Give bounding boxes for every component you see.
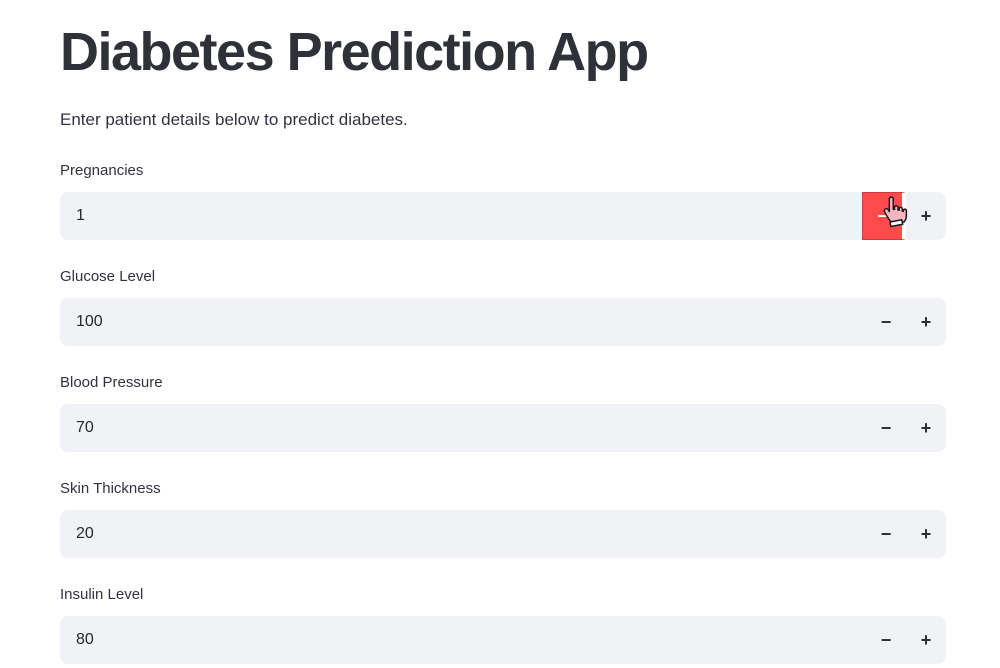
step-down-button[interactable]: − bbox=[866, 298, 906, 346]
field-label: Pregnancies bbox=[60, 162, 144, 179]
number-input: 100 − + bbox=[60, 298, 946, 346]
field-label: Blood Pressure bbox=[60, 374, 163, 391]
number-input: 20 − + bbox=[60, 510, 946, 558]
number-input-value[interactable]: 20 bbox=[76, 525, 94, 542]
number-input-field: Pregnancies 1 − + bbox=[60, 162, 946, 240]
step-down-button[interactable]: − bbox=[866, 616, 906, 664]
step-up-button[interactable]: + bbox=[906, 298, 946, 346]
number-input-field: Blood Pressure 70 − + bbox=[60, 374, 946, 452]
step-up-button[interactable]: + bbox=[906, 510, 946, 558]
number-input-field: Insulin Level 80 − + bbox=[60, 586, 946, 664]
step-up-button[interactable]: + bbox=[906, 192, 946, 240]
step-up-button[interactable]: + bbox=[906, 404, 946, 452]
field-label: Glucose Level bbox=[60, 268, 156, 285]
page-title: Diabetes Prediction App bbox=[60, 22, 649, 82]
number-input-value[interactable]: 80 bbox=[76, 631, 94, 648]
step-down-button[interactable]: − bbox=[866, 404, 906, 452]
number-input-field: Skin Thickness 20 − + bbox=[60, 480, 946, 558]
page-subtitle: Enter patient details below to predict d… bbox=[60, 110, 408, 129]
field-label: Skin Thickness bbox=[60, 480, 161, 497]
step-down-button[interactable]: − bbox=[862, 192, 906, 240]
number-input-field: Glucose Level 100 − + bbox=[60, 268, 946, 346]
step-up-button[interactable]: + bbox=[906, 616, 946, 664]
field-label: Insulin Level bbox=[60, 586, 144, 603]
number-input-value[interactable]: 70 bbox=[76, 419, 94, 436]
number-input: 80 − + bbox=[60, 616, 946, 664]
number-input: 1 − + bbox=[60, 192, 946, 240]
number-input-value[interactable]: 1 bbox=[76, 207, 85, 224]
step-down-button[interactable]: − bbox=[866, 510, 906, 558]
number-input: 70 − + bbox=[60, 404, 946, 452]
number-input-value[interactable]: 100 bbox=[76, 313, 103, 330]
fields-list: Pregnancies 1 − + Glucose Level 100 − + bbox=[60, 162, 946, 664]
